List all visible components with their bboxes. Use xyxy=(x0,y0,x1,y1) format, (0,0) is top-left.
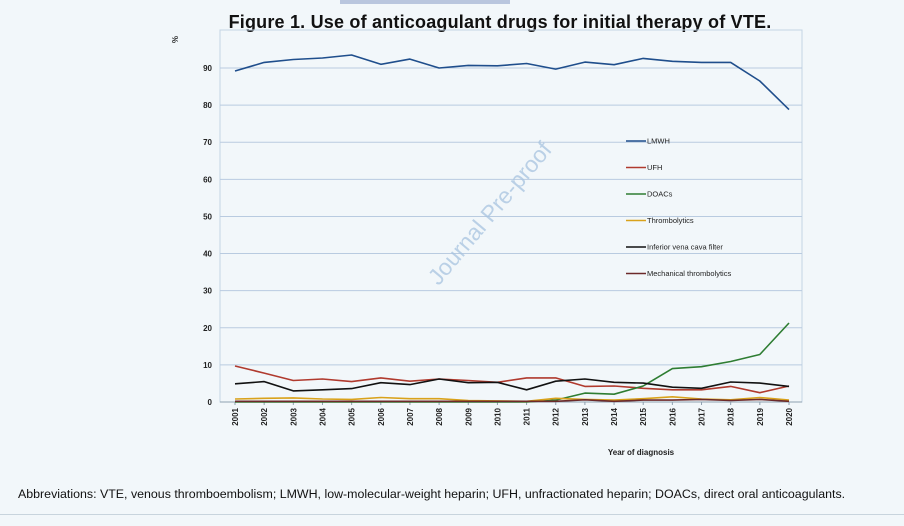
bottom-divider xyxy=(0,514,904,515)
x-tick-label: 2008 xyxy=(435,407,444,425)
x-tick-label: 2012 xyxy=(552,407,561,425)
x-tick-label: 2011 xyxy=(523,407,532,425)
y-tick-label: 40 xyxy=(203,250,212,259)
series-line-inferior-vena-cava-filter xyxy=(234,378,790,392)
legend-label-mechanical-thrombolytics: Mechanical thrombolytics xyxy=(647,269,731,278)
series-line-lmwh xyxy=(234,54,790,111)
legend-label-thrombolytics: Thrombolytics xyxy=(647,216,694,225)
x-tick-label: 2013 xyxy=(581,407,590,425)
legend-label-doacs: DOACs xyxy=(647,190,673,199)
y-tick-label: 50 xyxy=(203,212,212,221)
y-tick-label: 10 xyxy=(203,361,212,370)
x-tick-label: 2010 xyxy=(493,407,502,425)
x-tick-label: 2016 xyxy=(668,407,677,425)
x-tick-label: 2017 xyxy=(698,407,707,425)
x-tick-label: 2018 xyxy=(727,407,736,425)
legend-label-ufh: UFH xyxy=(647,163,662,172)
x-axis-label: Year of diagnosis xyxy=(608,448,675,457)
y-tick-label: 30 xyxy=(203,287,212,296)
x-tick-label: 2006 xyxy=(377,407,386,425)
x-tick-label: 2019 xyxy=(756,407,765,425)
y-axis-label: % xyxy=(170,36,179,43)
figure-title: Figure 1. Use of anticoagulant drugs for… xyxy=(228,12,772,32)
y-tick-label: 0 xyxy=(208,398,213,407)
legend-label-lmwh: LMWH xyxy=(647,137,670,146)
header-strip xyxy=(340,0,510,4)
x-tick-label: 2001 xyxy=(231,407,240,425)
abbreviations-note: Abbreviations: VTE, venous thromboemboli… xyxy=(18,487,846,501)
series-line-mechanical-thrombolytics xyxy=(235,398,790,403)
x-tick-label: 2009 xyxy=(464,407,473,425)
y-tick-label: 70 xyxy=(203,138,212,147)
x-tick-label: 2014 xyxy=(610,407,619,425)
y-tick-label: 20 xyxy=(203,324,212,333)
x-tick-label: 2005 xyxy=(348,407,357,425)
x-tick-label: 2003 xyxy=(289,407,298,425)
series-line-ufh xyxy=(234,365,790,394)
y-tick-label: 90 xyxy=(203,64,212,73)
line-chart: 0 10 20 30 40 50 60 70 80 90% 2001 2002 2003 2004 2005… xyxy=(170,29,803,457)
x-tick-label: 2004 xyxy=(318,407,327,425)
y-tick-label: 80 xyxy=(203,101,212,110)
x-tick-label: 2002 xyxy=(260,407,269,425)
y-tick-label: 60 xyxy=(203,175,212,184)
legend-label-inferior-vena-cava-filter: Inferior vena cava filter xyxy=(647,243,723,252)
x-tick-label: 2015 xyxy=(639,407,648,425)
x-tick-label: 2020 xyxy=(785,407,794,425)
x-tick-label: 2007 xyxy=(406,407,415,425)
